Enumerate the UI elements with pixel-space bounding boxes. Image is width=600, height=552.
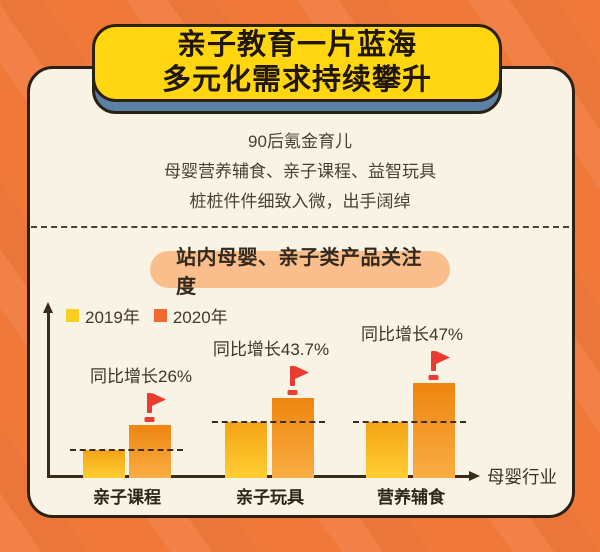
- baseline-dash-group-3: [353, 421, 466, 423]
- intro-text-block: 90后氪金育儿 母婴营养辅食、亲子课程、益智玩具 桩桩件件细致入微，出手阔绰: [0, 127, 600, 217]
- bar-2020-group-2: [272, 398, 314, 478]
- bar-2020-group-1: [129, 425, 171, 478]
- title-line-1: 亲子教育一片蓝海: [176, 29, 417, 61]
- growth-annotation-1: 同比增长26%: [89, 367, 193, 386]
- growth-annotation-2: 同比增长43.7%: [212, 340, 330, 359]
- legend-label-2019: 2019年: [85, 308, 140, 327]
- legend-item-2019: 2019年: [66, 303, 140, 328]
- growth-flag-icon-3: [428, 351, 450, 380]
- y-axis-arrow-icon: [43, 302, 53, 313]
- section-pill: 站内母婴、亲子类产品关注度: [150, 247, 450, 298]
- bar-2019-group-1: [83, 450, 125, 478]
- baseline-dash-group-1: [70, 449, 183, 451]
- x-axis-arrow-icon: [469, 471, 480, 481]
- legend-label-2020: 2020年: [172, 308, 228, 327]
- growth-annotation-3: 同比增长47%: [360, 325, 464, 344]
- section-pill-label: 站内母婴、亲子类产品关注度: [176, 246, 422, 298]
- bar-2019-group-2: [225, 422, 267, 478]
- category-label-1: 亲子课程: [93, 488, 161, 507]
- y-axis: [47, 312, 50, 477]
- intro-line-3: 桩桩件件细致入微，出手阔绰: [189, 192, 411, 211]
- dashed-divider: [31, 226, 569, 228]
- intro-line-2: 母婴营养辅食、亲子课程、益智玩具: [164, 162, 436, 181]
- bar-2019-group-3: [366, 422, 408, 478]
- legend-swatch-2019: [66, 309, 79, 322]
- chart-legend: 2019年 2020年: [66, 303, 228, 328]
- growth-flag-icon-1: [144, 393, 166, 422]
- category-label-2: 亲子玩具: [236, 488, 304, 507]
- intro-line-1: 90后氪金育儿: [248, 132, 352, 151]
- legend-swatch-2020: [153, 309, 167, 322]
- growth-flag-icon-2: [287, 366, 309, 395]
- baseline-dash-group-2: [212, 421, 325, 423]
- category-label-3: 营养辅食: [377, 488, 445, 507]
- title-box: 亲子教育一片蓝海 多元化需求持续攀升: [92, 24, 502, 102]
- legend-item-2020: 2020年: [153, 303, 228, 328]
- x-axis-label: 母婴行业: [487, 467, 557, 487]
- title-line-2: 多元化需求持续攀升: [161, 64, 432, 96]
- bar-2020-group-3: [413, 383, 455, 478]
- title-banner: 亲子教育一片蓝海 多元化需求持续攀升: [92, 24, 502, 116]
